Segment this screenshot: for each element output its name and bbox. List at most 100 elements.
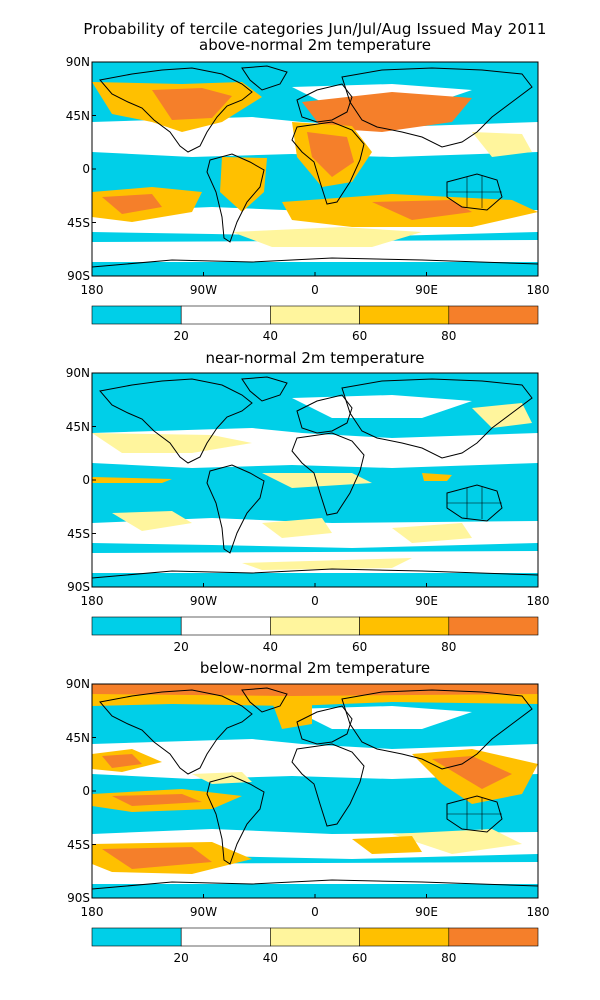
map-field-orange [422, 473, 452, 481]
colorbar-label: 40 [262, 329, 279, 343]
colorbar-label: 60 [351, 329, 368, 343]
continent-outline-europe [296, 394, 353, 434]
colorbar-segment-orange [359, 927, 450, 947]
continent-outline-north-america [99, 689, 253, 775]
continent-outline-europe [296, 705, 353, 745]
panel-title-near: near-normal 2m temperature [205, 349, 425, 367]
map-field-yellow [242, 558, 412, 570]
map-field-dark-orange [92, 684, 538, 696]
colorbar-label: 20 [173, 640, 189, 654]
map-field-dark-orange [307, 132, 354, 177]
map-field-dark-orange [112, 794, 202, 806]
colorbar-label: 20 [173, 329, 189, 343]
colorbar-label: 40 [262, 640, 279, 654]
colorbar-segment-yellow [270, 927, 360, 947]
map-field-orange [220, 157, 267, 212]
colorbar-segment-dark-orange [448, 616, 539, 636]
lon-label: 0 [311, 905, 319, 919]
lat-label: 45N [65, 108, 90, 123]
lat-label: 0 [82, 162, 90, 176]
colorbar-segment-white [180, 927, 271, 947]
colorbar-label: 80 [441, 329, 457, 343]
map-field-dark-orange [102, 847, 212, 869]
continent-outline-south-america [206, 464, 265, 554]
lat-label: 90S [67, 580, 90, 594]
map-field-dark-orange [102, 194, 162, 214]
lat-label: 90N [65, 677, 90, 691]
map-field-orange [272, 699, 312, 729]
continent-outline-australia [446, 173, 503, 211]
lon-label: 90W [189, 283, 218, 297]
colorbar-label: 80 [441, 640, 457, 654]
lon-label: 180 [526, 283, 550, 297]
lat-label: 45S [67, 837, 90, 852]
map-field-dark-orange [102, 754, 142, 768]
colorbar [91, 927, 539, 947]
lon-label: 0 [311, 594, 319, 608]
map-field-dark-orange [302, 92, 472, 132]
lat-label: 90S [67, 891, 90, 905]
colorbar-label: 80 [441, 951, 457, 965]
map-field-yellow [262, 518, 332, 538]
map-field-yellow [112, 511, 192, 531]
map-field-neutral [92, 240, 538, 262]
continent-outline-africa [291, 743, 365, 827]
continent-outline-greenland [241, 687, 288, 713]
lon-label: 90E [415, 594, 438, 608]
map-field-yellow [232, 227, 422, 247]
colorbar-segment-cyan [91, 305, 182, 325]
lat-label: 45N [65, 730, 90, 745]
map-field-yellow [392, 829, 522, 854]
lat-label: 45N [65, 419, 90, 434]
map-below-normal [91, 683, 539, 899]
lon-label: 90E [415, 283, 438, 297]
lat-label: 45S [67, 526, 90, 541]
map-field-orange [92, 477, 172, 483]
colorbar-label: 20 [173, 951, 189, 965]
colorbar-segment-orange [359, 305, 450, 325]
continent-outline-south-america [206, 775, 265, 865]
lon-label: 90W [189, 594, 218, 608]
lat-label: 90N [65, 366, 90, 380]
continent-outline-south-america [206, 153, 265, 243]
lon-label: 180 [80, 905, 104, 919]
colorbar [91, 616, 539, 636]
map-field-orange [352, 836, 422, 854]
continent-outline-asia [341, 689, 533, 770]
colorbar-segment-yellow [270, 616, 360, 636]
continent-outline-north-america [99, 378, 253, 464]
lon-label: 180 [80, 283, 104, 297]
map-field-dark-orange [372, 200, 472, 220]
lon-label: 0 [311, 283, 319, 297]
continent-outline-europe [296, 83, 353, 123]
colorbar-label: 40 [262, 951, 279, 965]
lat-label: 90S [67, 269, 90, 283]
lat-label: 0 [82, 784, 90, 798]
colorbar-segment-cyan [91, 927, 182, 947]
colorbar-segment-dark-orange [448, 305, 539, 325]
map-above-normal [91, 61, 539, 277]
panel-title-below: below-normal 2m temperature [199, 659, 431, 677]
lat-label: 90N [65, 55, 90, 69]
map-field-neutral [292, 395, 472, 418]
continent-outline-australia [446, 795, 503, 833]
colorbar-segment-dark-orange [448, 927, 539, 947]
lat-label: 45S [67, 215, 90, 230]
colorbar [91, 305, 539, 325]
lon-label: 180 [526, 594, 550, 608]
continent-outline-greenland [241, 65, 288, 91]
map-field-neutral [92, 739, 538, 779]
colorbar-segment-yellow [270, 305, 360, 325]
colorbar-segment-orange [359, 616, 450, 636]
map-field-dark-orange [152, 88, 232, 120]
lon-label: 90W [189, 905, 218, 919]
continent-outline-greenland [241, 376, 288, 402]
map-field-neutral [292, 706, 472, 729]
continent-outline-australia [446, 484, 503, 522]
map-near-normal [91, 372, 539, 588]
colorbar-segment-white [180, 305, 271, 325]
lon-label: 90E [415, 905, 438, 919]
map-field-yellow [472, 132, 532, 157]
colorbar-segment-white [180, 616, 271, 636]
figure-title: Probability of tercile categories Jun/Ju… [83, 20, 547, 38]
